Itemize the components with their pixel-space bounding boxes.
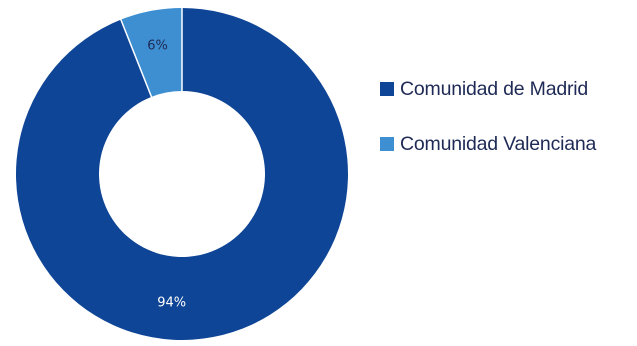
- donut-chart: 6% 94%: [16, 7, 349, 340]
- slice-valenciana: [120, 8, 182, 97]
- legend-label-madrid: Comunidad de Madrid: [400, 77, 589, 100]
- slice-separator: [119, 18, 153, 99]
- donut-chart-svg: 6% 94%: [16, 7, 349, 340]
- data-label-madrid: 94%: [157, 296, 186, 311]
- legend-label-valenciana: Comunidad Valenciana: [400, 132, 597, 155]
- legend-item-valenciana: Comunidad Valenciana: [380, 133, 637, 155]
- chart-legend: Comunidad de Madrid Comunidad Valenciana: [380, 78, 637, 188]
- legend-swatch-madrid: [380, 82, 394, 96]
- slice-madrid: [16, 8, 349, 340]
- data-label-valenciana: 6%: [147, 38, 168, 53]
- legend-swatch-valenciana: [380, 137, 394, 151]
- legend-item-madrid: Comunidad de Madrid: [380, 78, 637, 100]
